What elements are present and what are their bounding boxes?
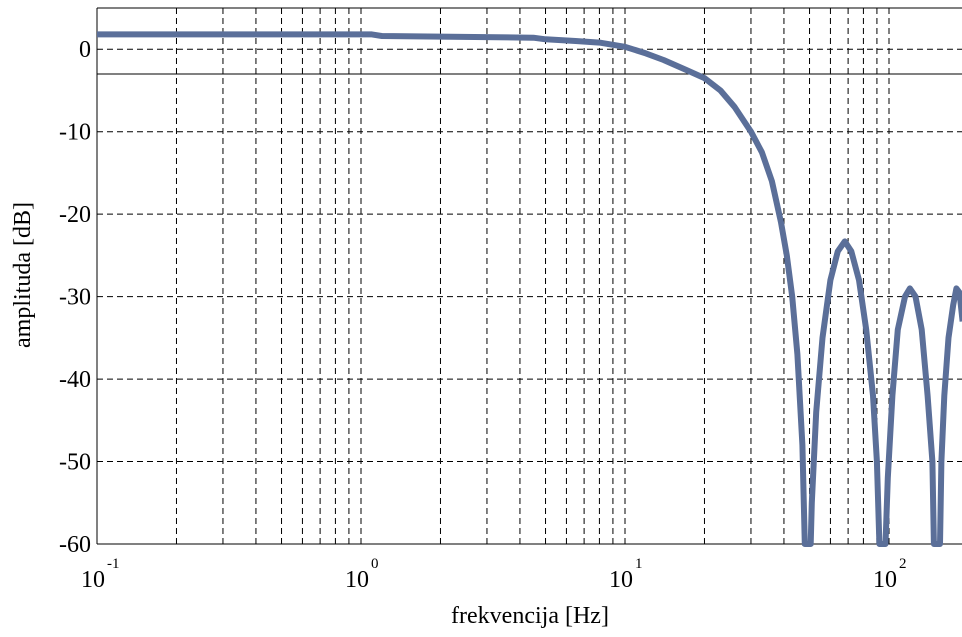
x-tick-label: 10	[345, 567, 369, 593]
grid	[97, 8, 962, 544]
x-tick-exponent: -1	[107, 556, 120, 572]
series-line	[97, 31, 962, 547]
y-tick-label: -50	[59, 450, 91, 476]
y-tick-label: -40	[59, 367, 91, 393]
x-tick-exponent: 1	[635, 556, 643, 572]
x-tick-label: 10	[873, 567, 897, 593]
x-axis-label: frekvencija [Hz]	[451, 603, 609, 629]
y-tick-label: 0	[79, 37, 91, 63]
y-tick-label: -30	[59, 285, 91, 311]
x-tick-exponent: 0	[371, 556, 379, 572]
x-tick-label: 10	[81, 567, 105, 593]
x-tick-exponent: 2	[899, 556, 907, 572]
y-tick-label: -20	[59, 202, 91, 228]
x-tick-label: 10	[609, 567, 633, 593]
y-tick-label: -10	[59, 120, 91, 146]
plot-area	[96, 7, 962, 547]
y-axis-label: amplituda [dB]	[10, 202, 36, 348]
y-tick-label: -60	[59, 532, 91, 558]
